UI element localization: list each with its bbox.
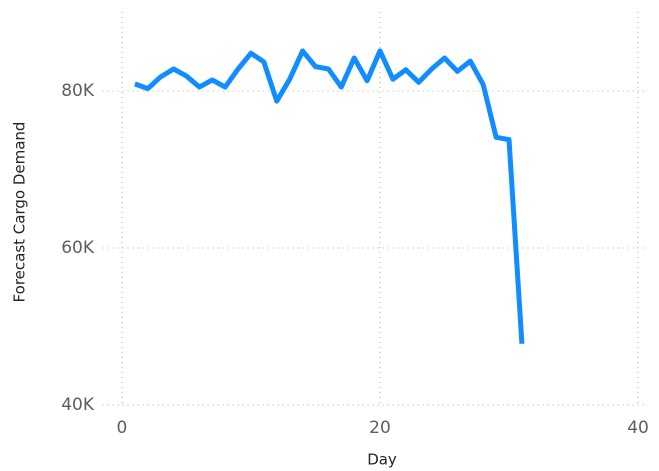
y-axis-label: Forecast Cargo Demand xyxy=(11,122,29,303)
x-tick-label: 0 xyxy=(117,418,128,438)
x-tick-label: 20 xyxy=(369,418,391,438)
y-tick-label: 40K xyxy=(61,395,95,415)
x-axis-label: Day xyxy=(367,451,397,469)
x-tick-label: 40 xyxy=(627,418,649,438)
y-tick-label: 60K xyxy=(61,238,95,258)
line xyxy=(133,48,525,344)
y-tick-label: 80K xyxy=(61,81,95,101)
